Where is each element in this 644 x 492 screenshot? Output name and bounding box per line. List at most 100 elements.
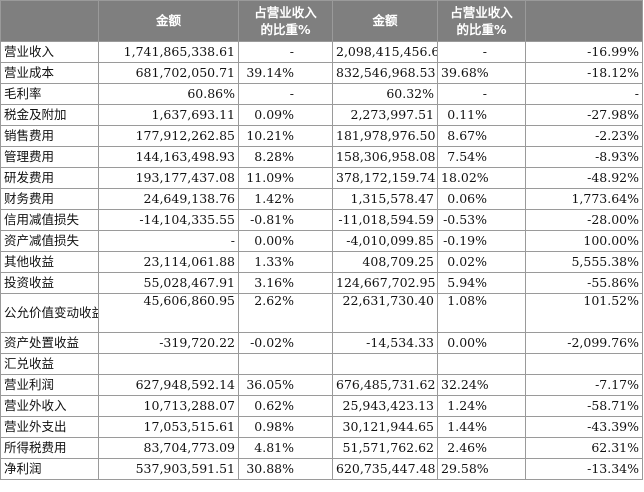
change-rate: -27.98% (525, 104, 643, 126)
change-rate: -55.86% (525, 272, 643, 294)
amount-current: 1,741,865,338.61 (98, 41, 239, 63)
header-amount-prior: 金额 (332, 0, 438, 42)
ratio-prior: -0.19% (437, 230, 526, 252)
ratio-current: -0.02% (238, 332, 333, 354)
ratio-current: - (238, 41, 333, 63)
amount-current: 681,702,050.71 (98, 62, 239, 84)
amount-prior: 676,485,731.62 (332, 374, 438, 396)
row-label: 汇兑收益 (0, 353, 99, 375)
amount-prior: 2,273,997.51 (332, 104, 438, 126)
header-change (525, 0, 643, 42)
table-row: 其他收益 23,114,061.88 1.33% 408,709.25 0.02% 5,5… (0, 251, 643, 273)
ratio-prior: 39.68% (437, 62, 526, 84)
ratio-current: 0.09% (238, 104, 333, 126)
header-ratio-current-line1: 占营业收入 (254, 5, 317, 20)
table-row: 公允价值变动收益 45,606,860.95 2.62% 22,631,730.40 1… (0, 293, 643, 333)
change-rate: -28.00% (525, 209, 643, 231)
change-rate (525, 353, 643, 375)
table-row: 研发费用 193,177,437.08 11.09% 378,172,159.74 18… (0, 167, 643, 189)
change-rate: - (525, 83, 643, 105)
amount-prior: 620,735,447.48 (332, 458, 438, 480)
amount-current: 144,163,498.93 (98, 146, 239, 168)
amount-prior: 2,098,415,456.62 (332, 41, 438, 63)
table-row: 信用减值损失 -14,104,335.55 -0.81% -11,018,594.59… (0, 209, 643, 231)
amount-prior: 30,121,944.65 (332, 416, 438, 438)
financial-table: 金额 占营业收入 的比重% 金额 占营业收入 的比重% 营业收入 1,741,86… (0, 0, 643, 480)
change-rate: 62.31% (525, 437, 643, 459)
ratio-prior: -0.53% (437, 209, 526, 231)
amount-current: -319,720.22 (98, 332, 239, 354)
table-header-row: 金额 占营业收入 的比重% 金额 占营业收入 的比重% (0, 0, 643, 42)
amount-prior: -11,018,594.59 (332, 209, 438, 231)
ratio-prior: 0.11% (437, 104, 526, 126)
change-rate: 101.52% (525, 293, 643, 333)
ratio-prior: 0.00% (437, 332, 526, 354)
row-label: 营业利润 (0, 374, 99, 396)
ratio-current: 0.98% (238, 416, 333, 438)
amount-current: 83,704,773.09 (98, 437, 239, 459)
amount-prior: 378,172,159.74 (332, 167, 438, 189)
change-rate: -8.93% (525, 146, 643, 168)
header-ratio-prior-line1: 占营业收入 (450, 5, 513, 20)
ratio-current: 36.05% (238, 374, 333, 396)
amount-prior: 22,631,730.40 (332, 293, 438, 333)
ratio-current: 39.14% (238, 62, 333, 84)
row-label: 公允价值变动收益 (0, 293, 99, 333)
ratio-current: 2.62% (238, 293, 333, 333)
ratio-prior: 32.24% (437, 374, 526, 396)
ratio-prior: 8.67% (437, 125, 526, 147)
ratio-current: 0.00% (238, 230, 333, 252)
change-rate: 5,555.38% (525, 251, 643, 273)
ratio-prior: 0.02% (437, 251, 526, 273)
change-rate: -18.12% (525, 62, 643, 84)
amount-prior: 408,709.25 (332, 251, 438, 273)
amount-prior: 60.32% (332, 83, 438, 105)
ratio-prior: 1.24% (437, 395, 526, 417)
ratio-prior: 7.54% (437, 146, 526, 168)
amount-current: 193,177,437.08 (98, 167, 239, 189)
ratio-current (238, 353, 333, 375)
header-ratio-prior: 占营业收入 的比重% (437, 0, 526, 42)
amount-prior: -14,534.33 (332, 332, 438, 354)
row-label: 营业外收入 (0, 395, 99, 417)
header-label-cell (0, 0, 99, 42)
change-rate: -48.92% (525, 167, 643, 189)
ratio-current: 3.16% (238, 272, 333, 294)
row-label: 财务费用 (0, 188, 99, 210)
change-rate: 1,773.64% (525, 188, 643, 210)
amount-current: 60.86% (98, 83, 239, 105)
ratio-prior: 18.02% (437, 167, 526, 189)
ratio-prior: - (437, 41, 526, 63)
ratio-prior: 1.44% (437, 416, 526, 438)
row-label: 所得税费用 (0, 437, 99, 459)
table-row: 净利润 537,903,591.51 30.88% 620,735,447.48 29.… (0, 458, 643, 480)
row-label: 资产减值损失 (0, 230, 99, 252)
table-row: 销售费用 177,912,262.85 10.21% 181,978,976.50 8.… (0, 125, 643, 147)
amount-prior: 832,546,968.53 (332, 62, 438, 84)
table-row: 毛利率 60.86% -60.32% - - (0, 83, 643, 105)
amount-current: 10,713,288.07 (98, 395, 239, 417)
ratio-prior: 5.94% (437, 272, 526, 294)
row-label: 信用减值损失 (0, 209, 99, 231)
amount-current: 45,606,860.95 (98, 293, 239, 333)
header-amount-current: 金额 (98, 0, 239, 42)
ratio-current: 1.42% (238, 188, 333, 210)
amount-current (98, 353, 239, 375)
amount-prior (332, 353, 438, 375)
row-label: 净利润 (0, 458, 99, 480)
change-rate: -43.39% (525, 416, 643, 438)
amount-prior: 124,667,702.95 (332, 272, 438, 294)
amount-current: 55,028,467.91 (98, 272, 239, 294)
change-rate: -58.71% (525, 395, 643, 417)
header-ratio-prior-line2: 的比重% (456, 22, 507, 37)
ratio-prior: - (437, 83, 526, 105)
ratio-current: 11.09% (238, 167, 333, 189)
table-row: 营业外收入 10,713,288.07 0.62% 25,943,423.13 1.24… (0, 395, 643, 417)
amount-prior: 158,306,958.08 (332, 146, 438, 168)
table-row: 投资收益 55,028,467.91 3.16% 124,667,702.95 5.94… (0, 272, 643, 294)
change-rate: -2.23% (525, 125, 643, 147)
ratio-current: 8.28% (238, 146, 333, 168)
ratio-current: 10.21% (238, 125, 333, 147)
ratio-prior: 1.08% (437, 293, 526, 333)
amount-prior: -4,010,099.85 (332, 230, 438, 252)
